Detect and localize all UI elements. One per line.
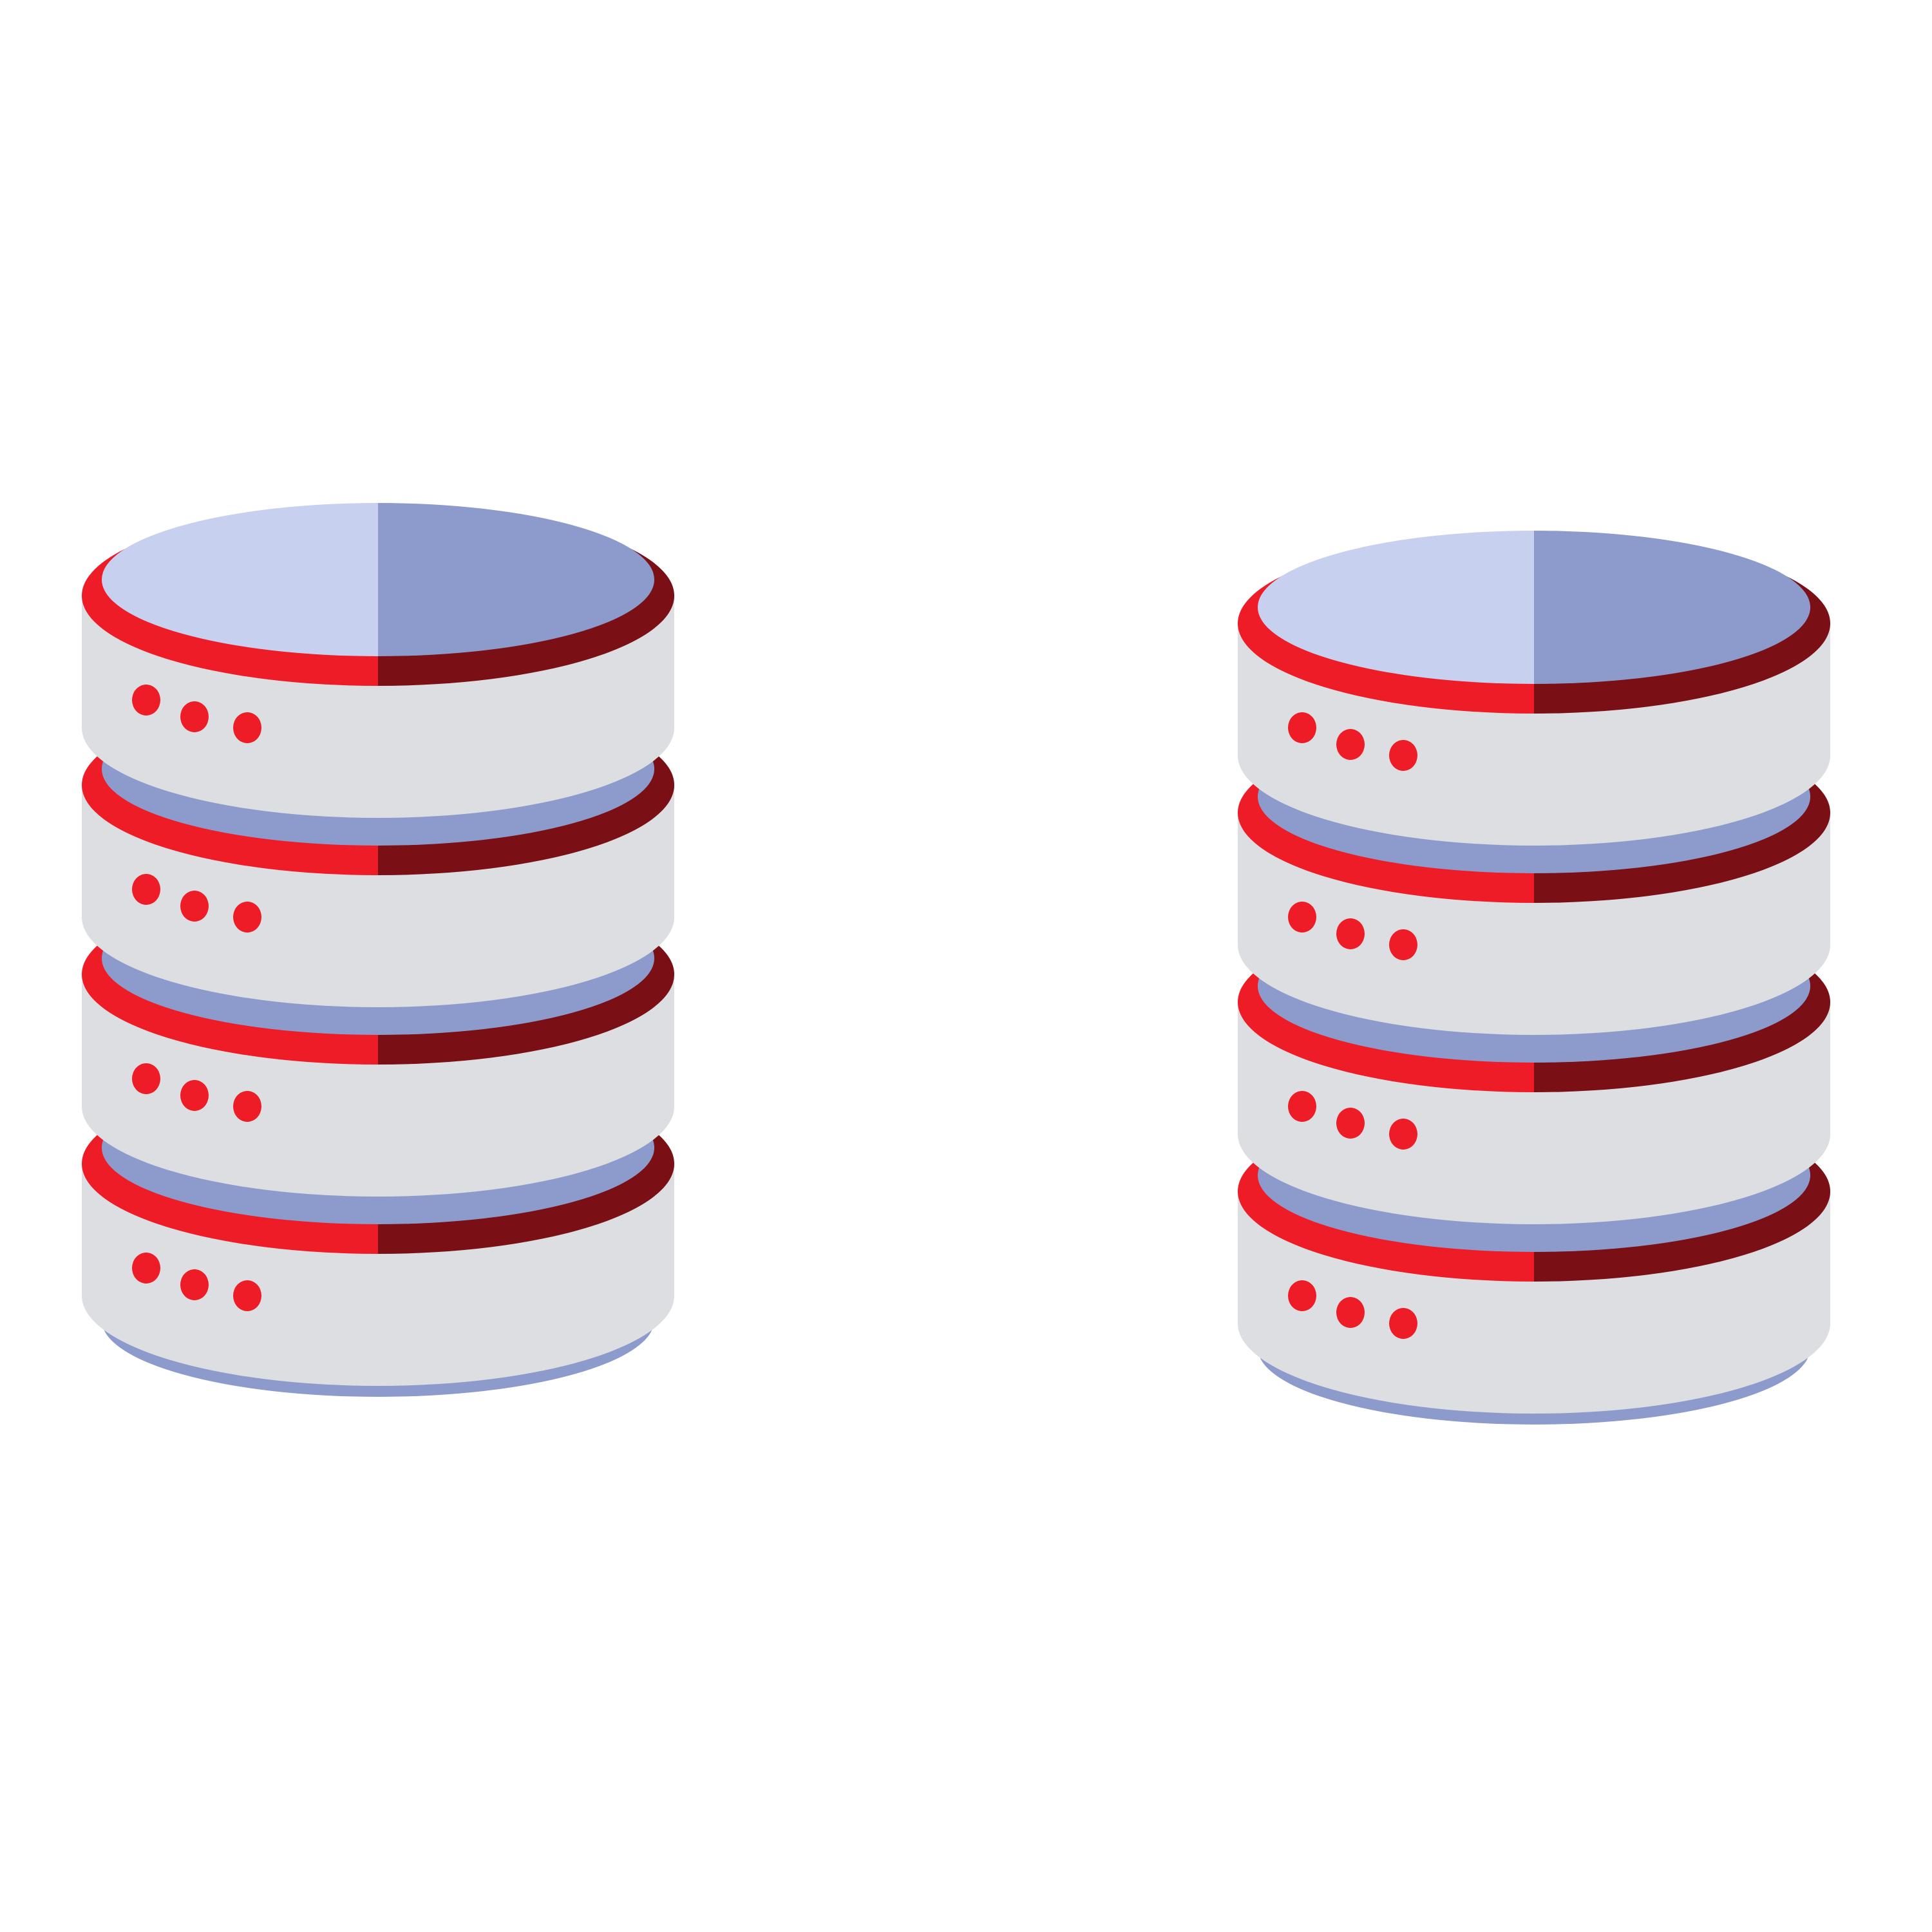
led-indicator xyxy=(132,685,160,715)
led-indicator xyxy=(1336,1297,1365,1328)
led-indicator xyxy=(1288,712,1316,743)
disk xyxy=(82,503,674,818)
led-indicator xyxy=(1288,1091,1316,1122)
led-indicator xyxy=(1288,1280,1316,1311)
led-indicator xyxy=(1389,929,1417,960)
icons-layer xyxy=(82,503,1830,1425)
led-indicator xyxy=(1389,740,1417,771)
led-indicator xyxy=(1336,918,1365,949)
led-indicator xyxy=(180,1269,209,1300)
led-indicator xyxy=(1389,1308,1417,1339)
led-indicator xyxy=(180,701,209,732)
disk-top-right xyxy=(1534,531,1810,684)
led-indicator xyxy=(132,1253,160,1283)
led-indicator xyxy=(180,891,209,922)
led-indicator xyxy=(233,712,261,743)
led-indicator xyxy=(1288,902,1316,933)
led-indicator xyxy=(132,1063,160,1094)
disk-top-right xyxy=(378,503,654,656)
led-indicator xyxy=(233,1091,261,1122)
led-indicator xyxy=(1336,729,1365,760)
disk xyxy=(1238,531,1830,846)
disk-top-left xyxy=(102,503,378,656)
database-icon-left xyxy=(82,503,674,1397)
led-indicator xyxy=(233,902,261,933)
led-indicator xyxy=(132,874,160,905)
led-indicator xyxy=(1389,1119,1417,1150)
led-indicator xyxy=(180,1080,209,1111)
disk-top-left xyxy=(1258,531,1534,684)
led-indicator xyxy=(1336,1108,1365,1139)
database-icon-right xyxy=(1238,531,1830,1425)
led-indicator xyxy=(233,1280,261,1311)
